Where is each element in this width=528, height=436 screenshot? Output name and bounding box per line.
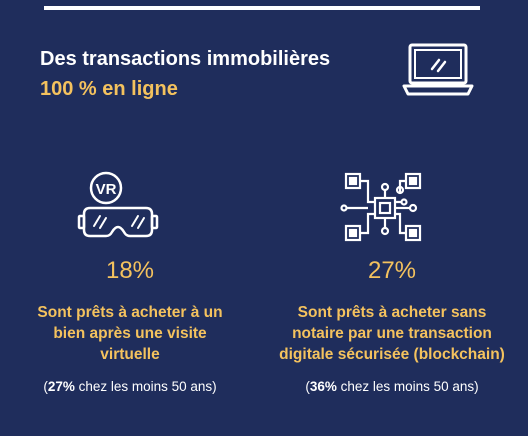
stat-description: Sont prêts à acheter à un bien après une…: [37, 304, 223, 363]
blockchain-chip-icon: [340, 172, 422, 242]
vr-headset-icon: VR: [77, 171, 159, 238]
stat-note: (36% chez les moins 50 ans): [305, 379, 479, 394]
laptop-icon: [402, 43, 474, 96]
page-title: Des transactions immobilières: [40, 48, 331, 70]
stat-value: 18%: [105, 257, 155, 284]
top-divider: [44, 6, 480, 10]
stat-note: (27% chez les moins 50 ans): [43, 379, 217, 394]
stat-note-highlight: 36%: [309, 379, 337, 394]
stat-description: Sont prêts à acheter sans notaire par un…: [279, 304, 505, 363]
vr-label: VR: [96, 181, 117, 198]
stat-value: 27%: [367, 257, 417, 284]
page-subtitle: 100 % en ligne: [40, 78, 178, 100]
stat-note-highlight: 27%: [47, 379, 75, 394]
